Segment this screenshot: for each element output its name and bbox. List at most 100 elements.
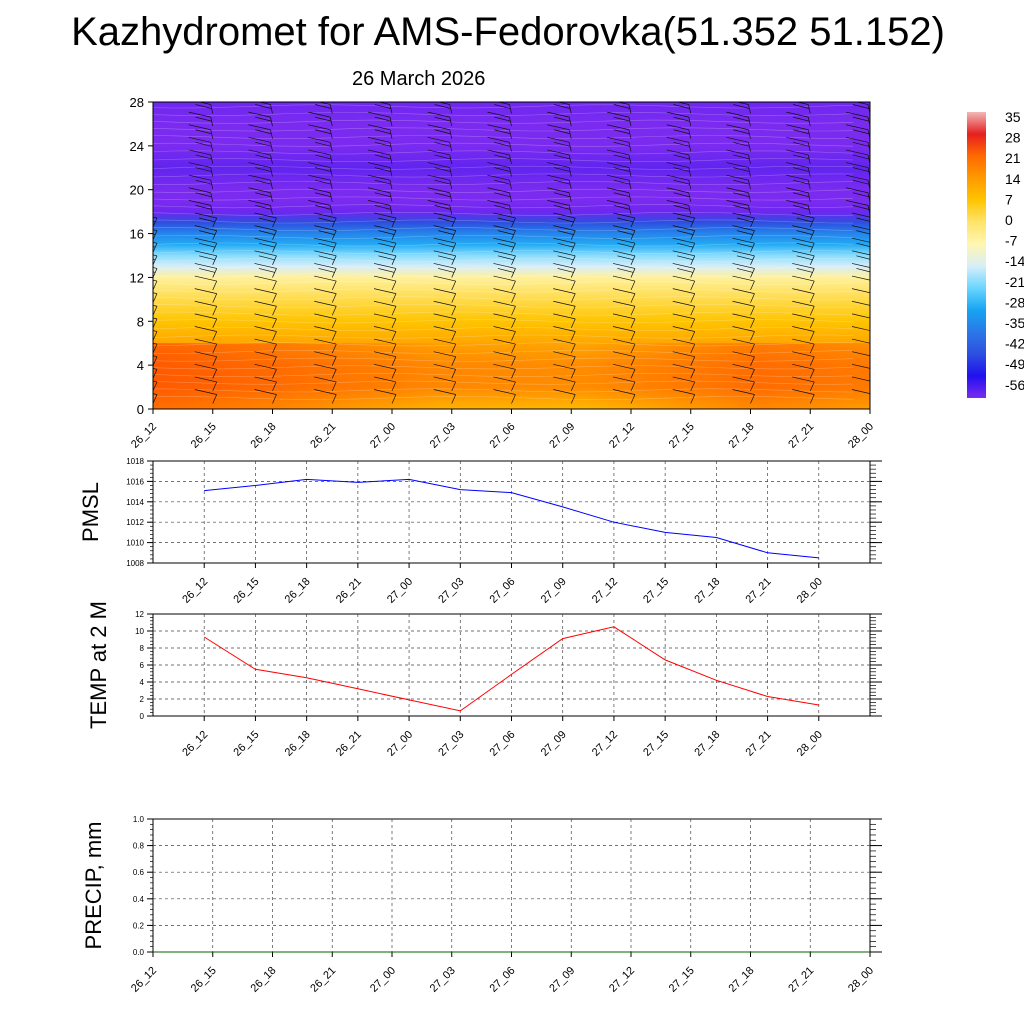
wind-barb (331, 243, 337, 253)
wind-barb-flag (612, 225, 636, 231)
wind-barb-flag (314, 141, 332, 147)
wind-barb-flag (613, 179, 630, 185)
wind-barb-flag (254, 326, 277, 332)
wind-barb-flag (732, 250, 755, 257)
wind-barb-flag (851, 376, 870, 382)
wind-barb-flag (254, 263, 277, 269)
wind-barb (688, 180, 692, 190)
wind-barb-flag (726, 111, 749, 118)
wind-barb-flag (672, 300, 695, 307)
wind-barb (391, 394, 397, 404)
wind-barb-flag (487, 187, 510, 194)
wind-barb-flag (258, 255, 275, 261)
wind-barb-flag (314, 363, 337, 370)
wind-barb (869, 364, 870, 366)
wind-barb-flag (673, 154, 690, 160)
wind-barb-flag (373, 376, 397, 383)
wind-barb-flag (314, 313, 337, 320)
wind-barb (331, 343, 337, 354)
wind-barb-flag (732, 389, 755, 395)
wind-barb (750, 331, 755, 341)
wind-barb-flag (673, 104, 690, 109)
wind-barb-column (427, 102, 457, 404)
wind-barb-flag (547, 136, 570, 143)
wind-barb (630, 268, 636, 278)
wind-barb (570, 243, 576, 253)
wind-barb-flag (732, 263, 755, 269)
wind-barb-flag (308, 136, 331, 143)
wind-barb (391, 331, 397, 341)
wind-barb-flag (493, 212, 516, 219)
wind-barb-flag (254, 237, 277, 244)
wind-barb-flag (672, 250, 695, 257)
y-tick-label: 1018 (126, 457, 144, 466)
wind-barb (272, 356, 277, 366)
wind-barb (389, 129, 393, 139)
wind-barb-flag (792, 275, 815, 282)
wind-barb (750, 306, 755, 316)
wind-barb-flag (255, 154, 272, 160)
wind-barb (628, 192, 632, 202)
y-axis-label: TEMP at 2 M (86, 601, 111, 729)
x-tick-label: 26_15 (189, 421, 219, 451)
contour-line (153, 242, 854, 247)
wind-barb (750, 268, 755, 278)
wind-barb (210, 180, 214, 190)
wind-barb-flag (378, 230, 395, 235)
wind-barb-flag (494, 104, 511, 109)
surface-warm-band (153, 343, 870, 409)
y-tick-label: 16 (130, 227, 144, 242)
wind-barb-flag (497, 217, 514, 223)
wind-barb (630, 306, 636, 316)
wind-barb (212, 343, 218, 354)
x-tick-label: 27_21 (744, 729, 774, 759)
y-tick-label: 28 (130, 95, 144, 110)
wind-barb (748, 104, 751, 114)
wind-barb (869, 327, 870, 328)
wind-barb-flag (845, 136, 869, 143)
wind-barb (690, 356, 696, 366)
wind-barb-flag (367, 174, 391, 181)
wind-barb (809, 343, 815, 354)
wind-barb-flag (553, 313, 576, 320)
wind-barb (509, 192, 512, 202)
wind-barb-flag (433, 313, 456, 320)
wind-barb (869, 238, 870, 240)
wind-barb-flag (433, 225, 456, 231)
wind-barb-flag (373, 275, 397, 282)
wind-barb (449, 142, 453, 152)
wind-barb (809, 280, 815, 291)
wind-barb-flag (433, 351, 456, 358)
x-tick-label: 26_18 (249, 965, 279, 995)
wind-barb-flag (194, 225, 217, 231)
wind-barb-flag (672, 376, 695, 383)
wind-barb-flag (248, 162, 271, 168)
wind-barb-flag (845, 187, 869, 194)
wind-barb-flag (792, 141, 810, 147)
wind-barb (690, 293, 696, 303)
wind-barb (869, 314, 870, 316)
wind-barb-flag (494, 154, 511, 160)
x-tick-label: 27_09 (547, 421, 577, 451)
wind-barb-flag (314, 326, 337, 332)
wind-barb-flag (373, 288, 397, 294)
wind-barb (628, 205, 632, 215)
wind-barb-flag (672, 389, 695, 395)
wind-barb (688, 117, 692, 127)
wind-barb (389, 205, 393, 215)
wind-barb (750, 230, 755, 240)
x-tick-label: 26_21 (334, 576, 364, 606)
wind-barb-flag (792, 250, 815, 257)
wind-barb-flag (617, 217, 634, 223)
wind-barb-flag (494, 205, 511, 210)
wind-barb-flag (248, 174, 271, 181)
contour-line (153, 165, 854, 170)
y-tick-label: 1014 (126, 498, 144, 507)
wind-barb-flag (248, 136, 271, 143)
wind-barb-flag (792, 192, 810, 198)
x-tick-label: 27_18 (727, 421, 757, 451)
wind-barb-flag (677, 242, 694, 248)
wind-barb-flag (553, 263, 576, 269)
wind-barb-flag (427, 187, 450, 194)
wind-barb-flag (606, 124, 630, 131)
